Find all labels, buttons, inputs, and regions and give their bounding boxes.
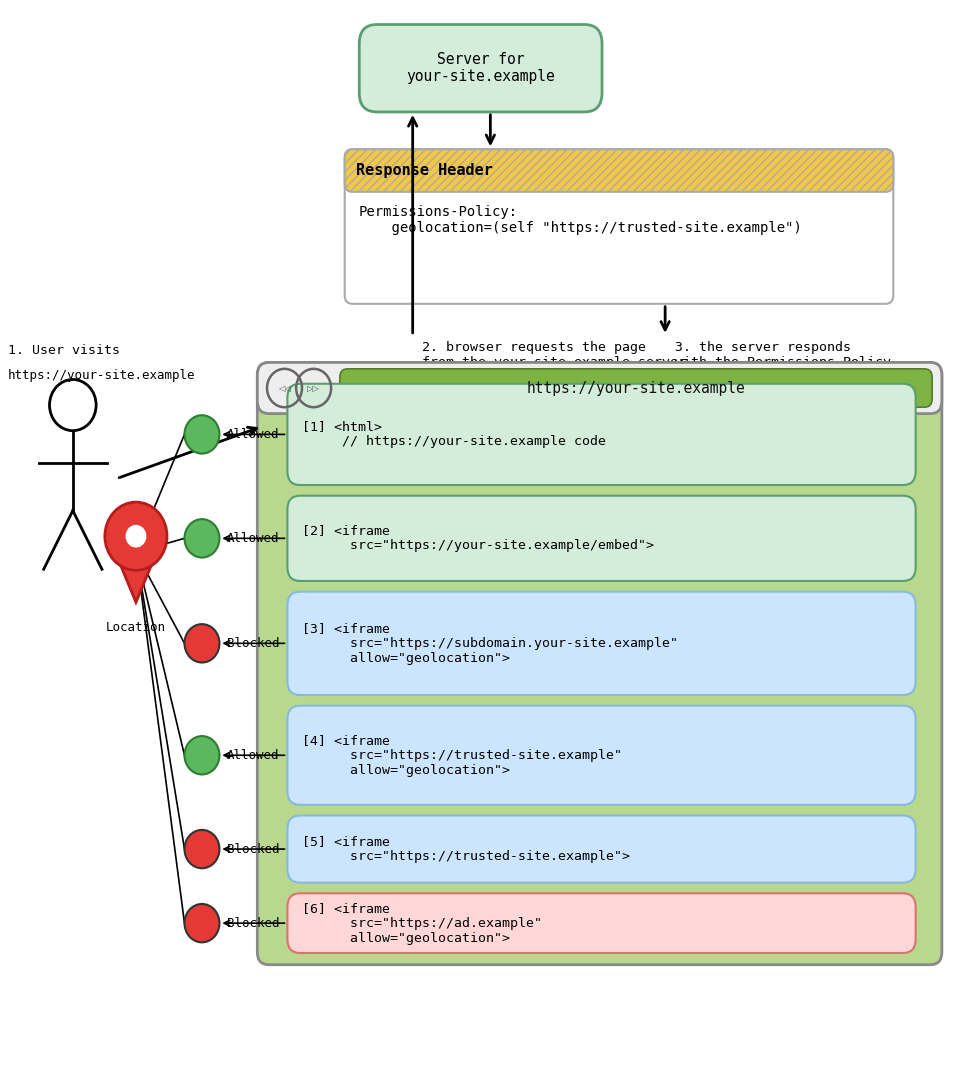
FancyBboxPatch shape <box>359 25 602 112</box>
FancyBboxPatch shape <box>257 362 942 414</box>
Text: https://your-site.example: https://your-site.example <box>526 381 746 395</box>
Text: [4] <iframe
      src="https://trusted-site.example"
      allow="geolocation">: [4] <iframe src="https://trusted-site.ex… <box>302 733 622 777</box>
Text: Allowed: Allowed <box>227 748 280 762</box>
FancyBboxPatch shape <box>287 592 916 695</box>
Text: [1] <html>
     // https://your-site.example code: [1] <html> // https://your-site.example … <box>302 420 606 449</box>
Text: Response Header: Response Header <box>356 163 493 178</box>
FancyBboxPatch shape <box>287 815 916 883</box>
Text: 1. User visits: 1. User visits <box>8 344 119 357</box>
Text: Allowed: Allowed <box>227 532 280 545</box>
Circle shape <box>184 519 219 558</box>
FancyBboxPatch shape <box>345 149 893 304</box>
Text: [3] <iframe
      src="https://subdomain.your-site.example"
      allow="geoloca: [3] <iframe src="https://subdomain.your-… <box>302 621 678 665</box>
Text: [2] <iframe
      src="https://your-site.example/embed">: [2] <iframe src="https://your-site.examp… <box>302 524 654 552</box>
Text: Blocked: Blocked <box>227 917 280 930</box>
Text: Location: Location <box>106 621 166 634</box>
FancyBboxPatch shape <box>257 362 942 965</box>
FancyBboxPatch shape <box>287 384 916 485</box>
FancyBboxPatch shape <box>287 706 916 805</box>
Circle shape <box>184 737 219 774</box>
Text: ◁◁: ◁◁ <box>278 384 291 392</box>
Circle shape <box>126 526 146 547</box>
Text: 2. browser requests the page
from the your-site.example server: 2. browser requests the page from the yo… <box>422 341 686 369</box>
FancyBboxPatch shape <box>340 369 932 407</box>
Circle shape <box>184 415 219 454</box>
FancyBboxPatch shape <box>287 893 916 953</box>
Polygon shape <box>117 555 155 602</box>
Text: [5] <iframe
      src="https://trusted-site.example">: [5] <iframe src="https://trusted-site.ex… <box>302 835 630 863</box>
Circle shape <box>105 502 167 570</box>
Text: Blocked: Blocked <box>227 636 280 650</box>
Circle shape <box>184 904 219 942</box>
Text: Permissions-Policy:
    geolocation=(self "https://trusted-site.example"): Permissions-Policy: geolocation=(self "h… <box>358 205 802 235</box>
FancyBboxPatch shape <box>345 149 893 192</box>
Circle shape <box>184 829 219 868</box>
Circle shape <box>184 625 219 662</box>
Text: [6] <iframe
      src="https://ad.example"
      allow="geolocation">: [6] <iframe src="https://ad.example" all… <box>302 902 542 944</box>
Text: Allowed: Allowed <box>227 427 280 441</box>
Text: https://your-site.example: https://your-site.example <box>8 369 195 382</box>
Text: Blocked: Blocked <box>227 842 280 856</box>
Text: 3. the server responds
with the Permissions-Policy
header: 3. the server responds with the Permissi… <box>675 341 890 384</box>
Text: Server for
your-site.example: Server for your-site.example <box>406 52 555 84</box>
Text: ▷▷: ▷▷ <box>307 384 320 392</box>
FancyBboxPatch shape <box>287 496 916 581</box>
